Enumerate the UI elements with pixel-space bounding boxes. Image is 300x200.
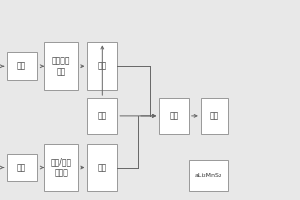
Text: 包碳: 包碳 <box>98 62 107 71</box>
Text: 混合: 混合 <box>17 62 26 71</box>
Text: 烧结: 烧结 <box>210 111 219 120</box>
Bar <box>87 98 117 134</box>
Bar <box>189 160 228 191</box>
Bar <box>87 42 117 90</box>
Text: 混合: 混合 <box>169 111 178 120</box>
Bar <box>7 52 37 80</box>
Text: 碳源: 碳源 <box>98 111 107 120</box>
Bar <box>159 98 189 134</box>
Bar <box>201 98 228 134</box>
Bar <box>7 154 37 181</box>
Text: 研磨: 研磨 <box>98 163 107 172</box>
Text: 混合: 混合 <box>17 163 26 172</box>
Bar <box>44 42 78 90</box>
Bar <box>44 144 78 191</box>
Text: aLi₂MnS₂: aLi₂MnS₂ <box>195 173 222 178</box>
Bar <box>87 144 117 191</box>
Text: 惰性气氛
焙烧: 惰性气氛 焙烧 <box>52 56 70 76</box>
Text: 空气/氮气
氮焙烧: 空气/氮气 氮焙烧 <box>51 157 72 178</box>
